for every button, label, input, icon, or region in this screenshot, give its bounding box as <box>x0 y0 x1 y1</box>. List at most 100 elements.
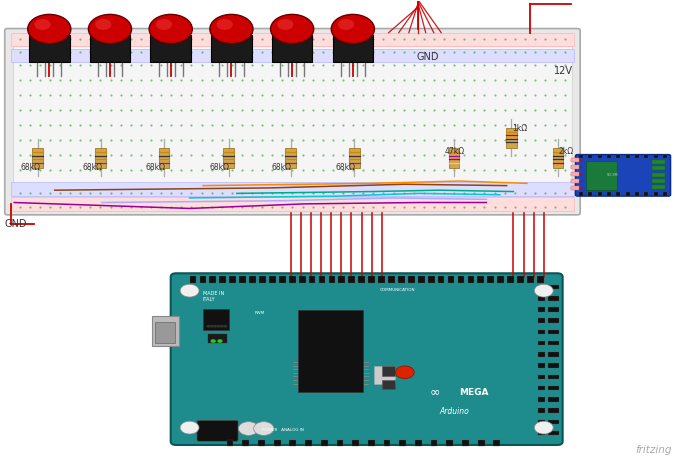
Text: 47kΩ: 47kΩ <box>445 147 464 156</box>
Bar <box>579 154 583 158</box>
Bar <box>90 35 130 62</box>
Bar <box>408 276 414 283</box>
Bar <box>654 192 658 196</box>
Bar <box>382 380 395 389</box>
Circle shape <box>210 339 216 343</box>
Bar <box>448 276 454 283</box>
Text: SD-3M: SD-3M <box>606 173 618 177</box>
Bar <box>368 276 375 283</box>
Bar <box>548 431 559 436</box>
Bar <box>239 276 246 283</box>
Circle shape <box>217 339 222 343</box>
Bar <box>538 318 545 323</box>
Text: 68kΩ: 68kΩ <box>335 163 356 172</box>
Bar <box>11 33 574 46</box>
Bar <box>538 296 545 300</box>
Bar <box>538 352 545 357</box>
Bar <box>527 276 534 283</box>
Bar <box>663 154 667 158</box>
Circle shape <box>254 422 274 436</box>
Bar <box>538 409 545 413</box>
Bar <box>652 166 665 170</box>
Bar <box>477 276 484 283</box>
Bar <box>652 173 665 176</box>
Bar <box>95 148 106 168</box>
Bar <box>159 148 170 168</box>
Bar <box>223 148 234 168</box>
Bar <box>663 192 667 196</box>
Bar <box>11 49 574 62</box>
Bar <box>548 341 559 345</box>
Bar <box>478 440 485 446</box>
Text: COMMUNICATION: COMMUNICATION <box>379 288 415 292</box>
Bar <box>388 276 395 283</box>
Bar <box>289 276 295 283</box>
Bar <box>579 192 583 196</box>
Bar <box>507 276 514 283</box>
Bar <box>538 375 545 379</box>
Bar <box>548 352 559 357</box>
Bar <box>617 192 621 196</box>
FancyBboxPatch shape <box>5 28 580 215</box>
Circle shape <box>95 19 112 30</box>
Bar <box>243 440 249 446</box>
Bar <box>11 197 574 211</box>
Bar <box>384 440 390 446</box>
Circle shape <box>149 14 192 44</box>
Bar <box>229 276 236 283</box>
Bar <box>487 276 494 283</box>
Bar <box>548 330 559 334</box>
Bar <box>588 154 592 158</box>
Bar <box>337 440 343 446</box>
Bar <box>538 386 545 390</box>
Bar <box>585 161 617 190</box>
Bar <box>305 440 312 446</box>
Bar <box>333 35 373 62</box>
Circle shape <box>239 422 259 436</box>
Bar <box>538 285 545 289</box>
Bar <box>269 276 276 283</box>
Circle shape <box>210 14 253 44</box>
Bar <box>537 276 544 283</box>
Bar <box>571 179 579 183</box>
Bar <box>378 276 385 283</box>
Bar <box>418 276 425 283</box>
Circle shape <box>28 14 71 44</box>
Bar <box>538 397 545 402</box>
Bar <box>32 148 43 168</box>
Bar <box>298 310 363 392</box>
Text: PWM: PWM <box>255 311 265 315</box>
Circle shape <box>206 325 210 327</box>
Bar <box>498 276 504 283</box>
Bar <box>548 363 559 368</box>
Bar <box>462 440 469 446</box>
FancyBboxPatch shape <box>171 273 562 445</box>
Bar <box>446 440 453 446</box>
Bar <box>155 322 174 343</box>
Text: 68kΩ: 68kΩ <box>272 163 292 172</box>
Bar <box>321 440 328 446</box>
Bar <box>348 276 355 283</box>
Bar <box>428 276 435 283</box>
Bar <box>644 192 648 196</box>
Bar <box>652 160 665 164</box>
Text: MADE IN
ITALY: MADE IN ITALY <box>203 291 224 302</box>
Bar <box>538 341 545 345</box>
Bar <box>571 158 579 162</box>
Text: 68kΩ: 68kΩ <box>83 163 103 172</box>
Bar <box>626 192 630 196</box>
Circle shape <box>338 19 354 30</box>
Bar <box>226 440 233 446</box>
Circle shape <box>34 19 51 30</box>
FancyBboxPatch shape <box>575 154 671 196</box>
Bar <box>398 276 405 283</box>
Circle shape <box>156 19 172 30</box>
Bar <box>189 276 196 283</box>
Circle shape <box>180 284 199 297</box>
Bar <box>375 366 395 384</box>
Bar <box>635 192 639 196</box>
Text: POWER   ANALOG IN: POWER ANALOG IN <box>262 428 304 432</box>
Bar <box>358 276 365 283</box>
Bar <box>538 420 545 424</box>
Bar <box>211 35 251 62</box>
